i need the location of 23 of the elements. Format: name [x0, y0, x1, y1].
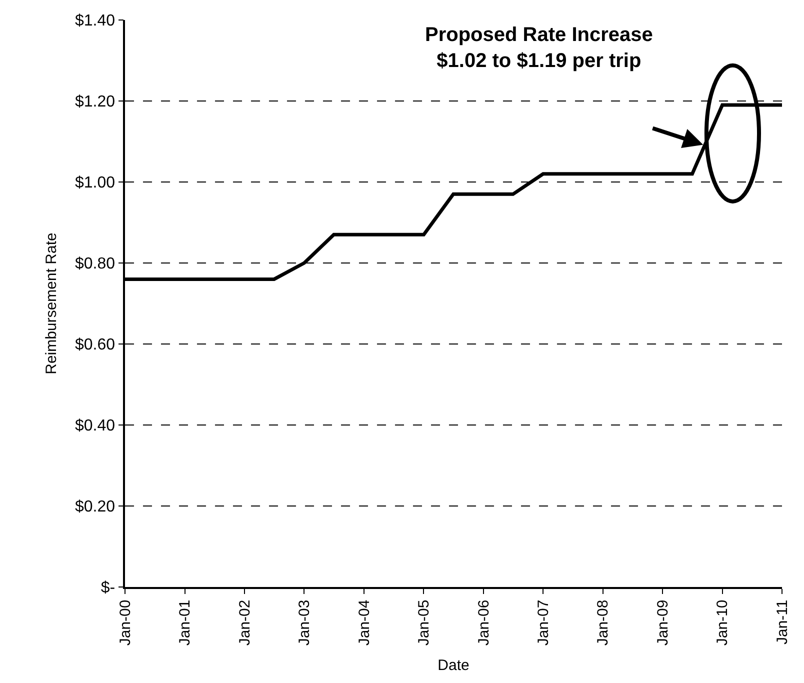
y-tick-label: $- [100, 580, 116, 597]
x-tick-label: Jan-11 [774, 600, 791, 645]
annotation: Proposed Rate Increase $1.02 to $1.19 per trip [425, 24, 653, 72]
x-tick-label: Jan-04 [356, 600, 373, 646]
x-tick-label: Jan-09 [654, 600, 672, 646]
y-tick-label: $1.40 [75, 12, 116, 30]
x-tick-label: Jan-06 [475, 600, 492, 646]
y-tick-label: $0.40 [75, 418, 116, 435]
x-tick-label: Jan-01 [176, 600, 194, 646]
x-tick-label: Jan-10 [714, 600, 732, 646]
x-tick-label: Jan-00 [116, 600, 134, 646]
y-tick-label: $0.20 [75, 498, 116, 516]
y-tick-label: $1.20 [75, 94, 116, 111]
y-tick-label: $1.00 [75, 174, 116, 192]
y-tick-label: $0.60 [75, 336, 116, 354]
x-axis-title: Date [438, 657, 470, 674]
y-axis-title: Reimbursement Rate [42, 232, 60, 374]
x-tick-label: Jan-02 [236, 600, 254, 646]
x-tick-label: Jan-05 [416, 600, 433, 646]
x-tick-label: Jan-03 [296, 600, 314, 646]
x-tick-label: Jan-08 [594, 600, 612, 646]
x-tick-label: Jan-07 [534, 600, 552, 646]
y-tick-label: $0.80 [75, 256, 116, 273]
